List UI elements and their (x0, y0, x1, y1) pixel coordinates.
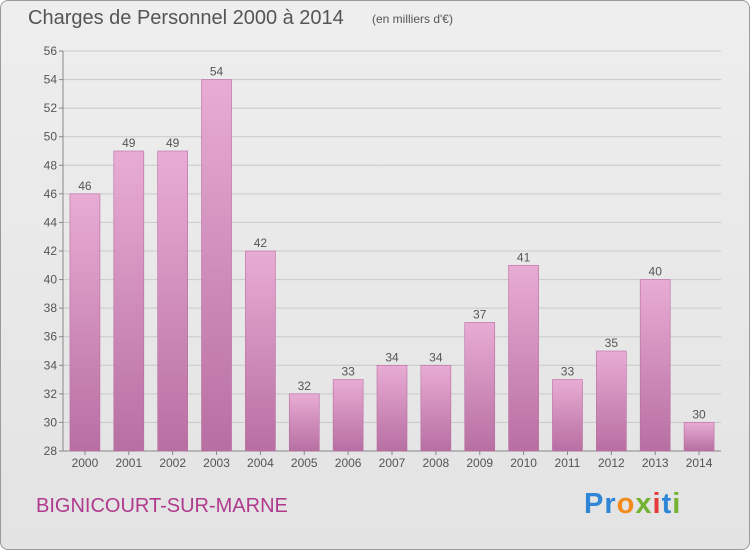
x-tick-label: 2001 (115, 456, 142, 470)
y-tick-label: 32 (44, 387, 58, 401)
bar-value-label: 35 (605, 336, 619, 350)
y-tick-label: 52 (44, 101, 58, 115)
x-tick-label: 2008 (423, 456, 450, 470)
y-tick-label: 38 (44, 301, 58, 315)
y-tick-label: 50 (44, 130, 58, 144)
x-tick-label: 2013 (642, 456, 669, 470)
chart-title: Charges de Personnel 2000 à 2014 (28, 7, 344, 29)
bar-value-label: 40 (649, 265, 663, 279)
x-tick-label: 2000 (72, 456, 99, 470)
x-tick-label: 2002 (159, 456, 186, 470)
x-tick-label: 2009 (466, 456, 493, 470)
bar (69, 193, 101, 452)
y-tick-label: 42 (44, 244, 58, 258)
bar-value-label: 30 (692, 407, 706, 421)
bar (596, 350, 627, 452)
y-tick-label: 30 (44, 415, 58, 429)
y-tick-label: 54 (44, 73, 58, 87)
bar (113, 150, 145, 452)
brand-letter: r (604, 488, 617, 520)
x-tick-label: 2003 (203, 456, 230, 470)
bar-value-label: 42 (254, 236, 268, 250)
y-tick-label: 40 (44, 273, 58, 287)
bar (464, 322, 496, 452)
bar (508, 264, 539, 452)
y-tick-label: 34 (44, 358, 58, 372)
bar (157, 150, 188, 452)
bar-value-label: 37 (473, 307, 487, 321)
y-tick-label: 48 (44, 158, 58, 172)
chart-subtitle: (en milliers d'€) (372, 12, 453, 26)
brand-letter: P (584, 488, 605, 520)
bar-value-label: 46 (78, 179, 92, 193)
x-tick-label: 2011 (555, 456, 581, 470)
bar (201, 79, 232, 452)
y-tick-label: 46 (44, 187, 58, 201)
bar (552, 379, 583, 452)
x-tick-label: 2005 (291, 456, 318, 470)
x-tick-label: 2012 (598, 456, 625, 470)
bar-value-label: 41 (517, 250, 531, 264)
bar (683, 422, 715, 452)
brand-letter: i (652, 488, 662, 520)
brand-letter: t (661, 488, 673, 520)
y-tick-label: 44 (44, 215, 58, 229)
y-tick-label: 56 (44, 44, 58, 58)
bar (376, 364, 408, 452)
bar-value-label: 34 (429, 350, 443, 364)
commune-name: BIGNICOURT-SUR-MARNE (36, 495, 288, 517)
x-tick-label: 2007 (379, 456, 406, 470)
bar-value-label: 33 (561, 365, 575, 379)
bar-value-label: 32 (298, 379, 312, 393)
proxiti-logo: Proxiti (584, 488, 681, 521)
bar-value-label: 54 (210, 65, 224, 79)
brand-letter: i (672, 488, 682, 520)
bar (288, 393, 320, 452)
y-tick-label: 36 (44, 330, 58, 344)
bar-value-label: 34 (385, 350, 399, 364)
bar (245, 250, 276, 452)
brand-letter: x (635, 488, 653, 520)
y-tick-label: 28 (44, 444, 58, 458)
bar-value-label: 49 (166, 136, 180, 150)
bar-value-label: 49 (122, 136, 136, 150)
x-tick-label: 2004 (247, 456, 274, 470)
x-tick-label: 2010 (510, 456, 537, 470)
x-tick-label: 2006 (335, 456, 362, 470)
bar (332, 379, 364, 452)
bar (639, 279, 671, 452)
x-tick-label: 2014 (686, 456, 713, 470)
bar-value-label: 33 (341, 365, 355, 379)
brand-letter: o (616, 488, 636, 520)
bar (420, 364, 452, 452)
